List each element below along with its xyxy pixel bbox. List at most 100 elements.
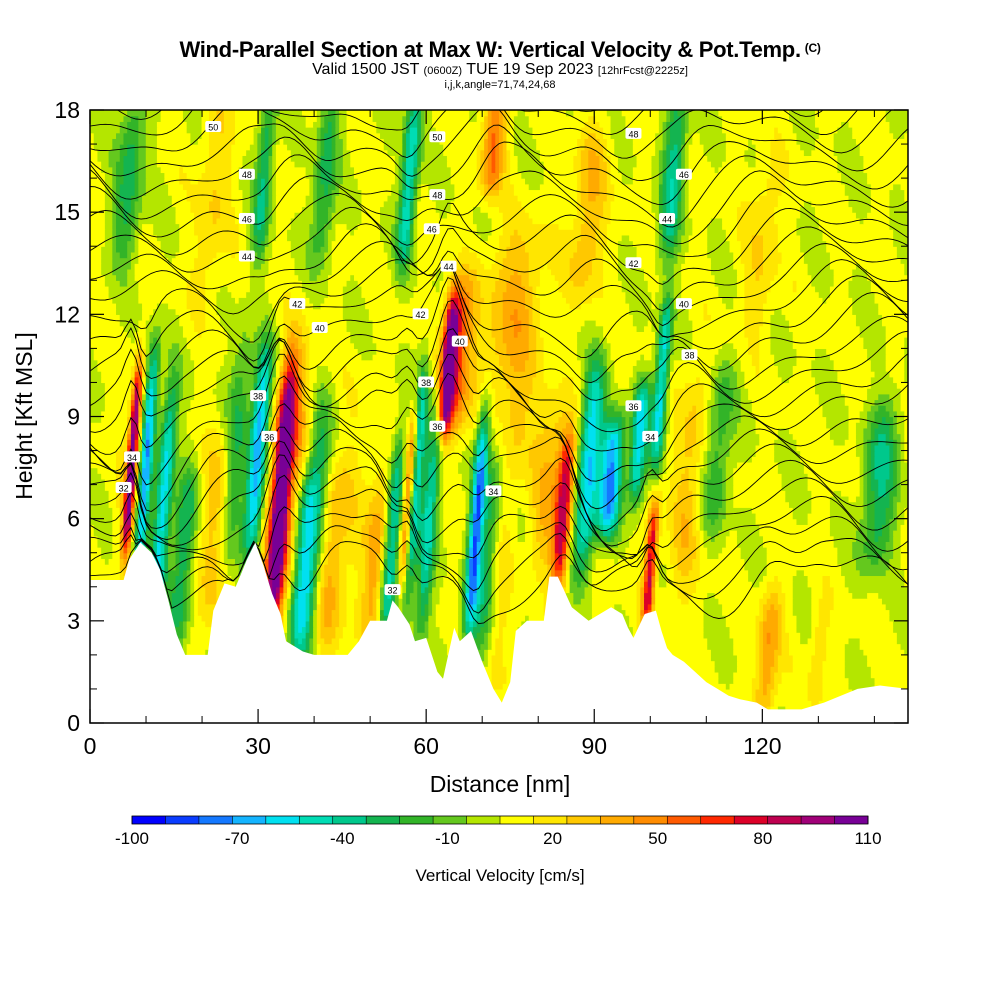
velocity-cell — [603, 456, 608, 463]
velocity-cell — [562, 586, 567, 594]
velocity-cell — [220, 524, 225, 531]
velocity-cell — [387, 592, 392, 599]
velocity-cell — [205, 524, 210, 531]
velocity-cell — [435, 478, 441, 486]
velocity-cell — [227, 473, 232, 480]
velocity-cell — [651, 495, 660, 503]
velocity-cell — [149, 490, 158, 497]
velocity-cell — [104, 558, 110, 565]
velocity-cell — [707, 444, 712, 452]
velocity-cell — [290, 433, 296, 440]
velocity-cell — [127, 552, 132, 559]
velocity-cell — [569, 467, 574, 474]
velocity-cell — [357, 575, 366, 582]
velocity-cell — [829, 518, 861, 525]
velocity-cell — [119, 564, 128, 571]
velocity-cell — [316, 518, 322, 525]
velocity-cell — [487, 535, 493, 542]
velocity-cell — [175, 427, 180, 435]
velocity-cell — [208, 518, 218, 525]
velocity-cell — [391, 592, 396, 599]
velocity-cell — [692, 518, 697, 525]
velocity-cell — [368, 609, 374, 616]
velocity-cell — [179, 620, 184, 628]
velocity-cell — [294, 501, 299, 508]
velocity-cell — [651, 637, 708, 645]
velocity-cell — [588, 512, 593, 520]
velocity-cell — [316, 637, 325, 645]
velocity-cell — [766, 564, 842, 571]
velocity-cell — [432, 603, 437, 611]
velocity-cell — [298, 598, 307, 605]
velocity-cell — [420, 490, 426, 497]
velocity-cell — [391, 450, 396, 457]
velocity-cell — [718, 598, 760, 605]
velocity-cell — [807, 677, 824, 684]
velocity-cell — [896, 490, 902, 497]
velocity-cell — [287, 598, 292, 605]
velocity-cell — [335, 484, 355, 491]
velocity-cell — [718, 427, 727, 435]
velocity-cell — [632, 416, 638, 423]
velocity-cell — [220, 416, 229, 423]
velocity-cell — [298, 626, 303, 633]
velocity-cell — [577, 558, 586, 565]
velocity-cell — [710, 473, 723, 480]
velocity-cell — [313, 456, 325, 463]
velocity-cell — [294, 484, 299, 491]
velocity-cell — [145, 439, 151, 446]
velocity-cell — [171, 620, 180, 628]
velocity-cell — [145, 427, 151, 435]
velocity-cell — [625, 512, 641, 520]
velocity-cell — [164, 444, 173, 452]
velocity-cell — [543, 530, 552, 537]
velocity-cell — [495, 524, 500, 531]
velocity-cell — [409, 473, 415, 480]
velocity-cell — [428, 609, 433, 616]
velocity-cell — [112, 524, 121, 531]
velocity-cell — [406, 530, 411, 537]
velocity-cell — [182, 643, 188, 650]
velocity-cell — [662, 490, 671, 497]
velocity-cell — [402, 586, 407, 594]
velocity-cell — [803, 461, 861, 469]
velocity-cell — [402, 524, 407, 531]
velocity-cell — [324, 620, 333, 628]
velocity-cell — [402, 501, 407, 508]
velocity-cell — [402, 478, 407, 486]
velocity-cell — [197, 501, 203, 508]
velocity-cell — [309, 575, 314, 582]
velocity-cell — [495, 643, 504, 650]
velocity-cell — [391, 467, 396, 474]
velocity-cell — [718, 433, 723, 440]
velocity-cell — [551, 501, 556, 508]
velocity-cell — [298, 592, 307, 599]
velocity-cell — [283, 524, 288, 531]
velocity-cell — [327, 456, 333, 463]
velocity-cell — [644, 581, 649, 588]
velocity-cell — [662, 427, 667, 435]
velocity-cell — [160, 512, 165, 520]
velocity-cell — [320, 564, 325, 571]
velocity-cell — [610, 518, 615, 525]
velocity-cell — [458, 603, 463, 611]
velocity-cell — [759, 620, 764, 628]
velocity-cell — [792, 575, 809, 582]
velocity-cell — [145, 422, 151, 429]
velocity-cell — [487, 467, 496, 474]
velocity-cell — [785, 598, 794, 605]
velocity-cell — [472, 535, 478, 542]
velocity-cell — [617, 422, 623, 429]
velocity-cell — [432, 547, 437, 554]
velocity-cell — [658, 552, 671, 559]
velocity-cell — [435, 609, 459, 616]
velocity-cell — [733, 637, 757, 645]
velocity-cell — [316, 547, 322, 554]
velocity-cell — [510, 598, 545, 605]
velocity-cell — [632, 530, 645, 537]
velocity-cell — [893, 467, 898, 474]
velocity-cell — [863, 456, 868, 463]
velocity-cell — [673, 512, 682, 520]
velocity-cell — [220, 490, 225, 497]
velocity-cell — [904, 427, 908, 435]
